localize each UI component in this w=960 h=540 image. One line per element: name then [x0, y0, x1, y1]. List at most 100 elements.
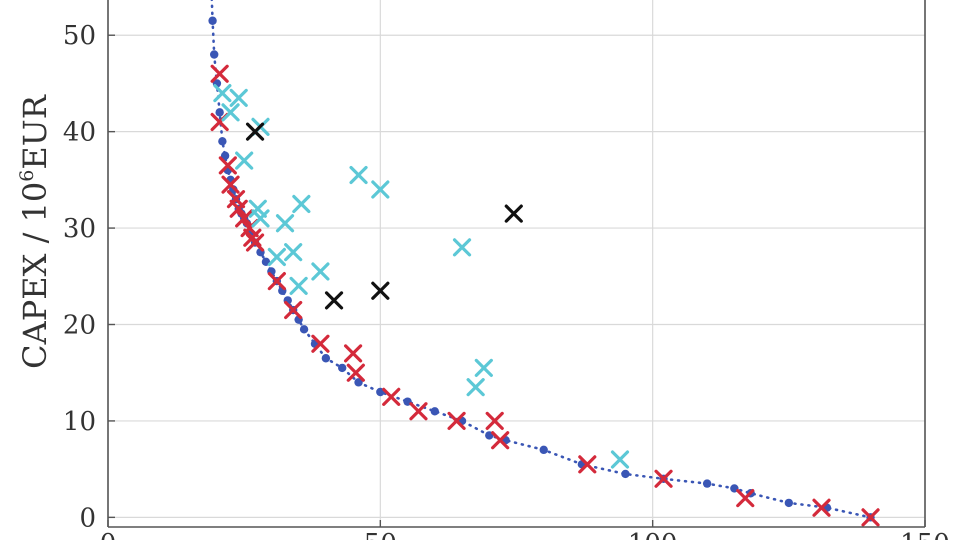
red-cross-marker	[382, 387, 401, 406]
cyan-cross-marker	[267, 247, 286, 267]
cyan-cross-marker	[292, 194, 311, 214]
red-cross-marker	[226, 190, 246, 209]
y-tick-label: 40	[63, 118, 96, 148]
red-cross-marker	[311, 334, 330, 353]
cross-stroke	[504, 204, 523, 223]
tick-labels: 0 10 20 30 40 50 0 50 100 150	[63, 21, 950, 540]
cross-stroke	[466, 378, 485, 397]
red-cross-marker	[235, 209, 254, 228]
cyan-cross-marker	[221, 103, 240, 122]
cross-stroke	[344, 344, 363, 363]
y-axis-label-suffix: EUR	[16, 94, 54, 169]
cross-marker-series	[210, 64, 880, 527]
cross-stroke	[736, 488, 755, 508]
axes	[107, 0, 926, 528]
pareto-front-point	[539, 445, 548, 455]
cyan-cross-marker	[235, 151, 254, 170]
pareto-front-point	[218, 137, 227, 146]
pareto-front-point	[702, 479, 712, 488]
red-cross-marker	[344, 344, 363, 363]
red-cross-marker	[447, 411, 466, 431]
pareto-front-point	[430, 407, 439, 416]
pareto-front-point	[208, 16, 217, 25]
cross-stroke	[235, 209, 254, 228]
cross-stroke	[311, 262, 330, 281]
cross-stroke	[349, 165, 368, 185]
cross-stroke	[284, 300, 303, 320]
cross-stroke	[218, 156, 237, 175]
red-cross-marker	[485, 411, 504, 431]
red-cross-marker	[346, 363, 365, 382]
red-cross-marker	[812, 498, 831, 517]
x-tick-label: 50	[364, 529, 397, 540]
cross-stroke	[474, 358, 493, 377]
cyan-cross-marker	[466, 378, 485, 397]
red-cross-marker	[736, 488, 755, 508]
red-cross-marker	[267, 272, 286, 291]
cross-stroke	[324, 291, 344, 310]
black-cross-marker	[371, 281, 390, 300]
cross-stroke	[226, 190, 246, 209]
cross-stroke	[251, 209, 270, 228]
red-cross-marker	[245, 233, 265, 252]
cross-stroke	[245, 122, 265, 141]
cross-stroke	[382, 387, 401, 406]
cross-stroke	[346, 363, 365, 382]
y-axis-label: CAPEX / 106EUR	[16, 94, 54, 369]
x-tick-label: 150	[900, 529, 950, 540]
red-cross-marker	[861, 508, 880, 527]
pareto-front-point	[354, 378, 363, 387]
cyan-cross-marker	[452, 238, 472, 257]
pareto-front-point	[220, 151, 230, 160]
pareto-front-line	[210, 0, 872, 519]
cross-stroke	[447, 411, 466, 431]
y-tick-label: 0	[79, 503, 96, 533]
red-cross-marker	[221, 175, 240, 194]
cross-stroke	[248, 199, 267, 218]
x-tick-label: 100	[628, 529, 678, 540]
red-cross-marker	[578, 455, 597, 474]
cyan-cross-marker	[371, 180, 390, 199]
y-tick-label: 50	[63, 21, 96, 51]
cross-stroke	[485, 411, 504, 431]
cross-stroke	[245, 233, 265, 252]
cross-stroke	[292, 194, 311, 214]
cross-stroke	[654, 469, 673, 488]
y-axis-label-prefix: CAPEX / 10	[16, 182, 54, 369]
cross-stroke	[275, 214, 295, 233]
cross-stroke	[311, 334, 330, 353]
cyan-cross-marker	[213, 83, 232, 103]
cross-stroke	[221, 175, 240, 194]
cyan-cross-marker	[248, 199, 267, 218]
x-tick-label: 0	[100, 529, 117, 540]
cross-stroke	[229, 88, 248, 107]
cyan-cross-marker	[349, 165, 368, 185]
cross-stroke	[213, 83, 232, 103]
cross-stroke	[284, 243, 303, 262]
pareto-front-point	[215, 108, 224, 117]
red-cross-marker	[409, 402, 428, 421]
pareto-front-point	[338, 363, 347, 373]
y-tick-label: 10	[63, 407, 96, 437]
red-cross-marker	[491, 431, 510, 450]
cyan-cross-marker	[474, 358, 493, 377]
cyan-cross-marker	[610, 450, 630, 469]
pareto-front-point	[321, 354, 331, 363]
red-cross-marker	[218, 156, 237, 175]
pareto-front-point	[210, 50, 219, 59]
cross-stroke	[267, 272, 286, 291]
pareto-front-point	[621, 469, 630, 479]
cross-stroke	[409, 402, 428, 421]
cross-stroke	[578, 455, 597, 474]
cyan-cross-marker	[284, 243, 303, 262]
cross-stroke	[235, 151, 254, 170]
black-cross-marker	[324, 291, 344, 310]
cross-stroke	[221, 103, 240, 122]
cross-stroke	[229, 199, 248, 218]
y-axis-label-superscript: 6	[16, 170, 38, 182]
red-cross-marker	[654, 469, 673, 488]
cyan-cross-marker	[229, 88, 248, 107]
cyan-cross-marker	[289, 276, 308, 296]
cross-stroke	[289, 276, 308, 296]
